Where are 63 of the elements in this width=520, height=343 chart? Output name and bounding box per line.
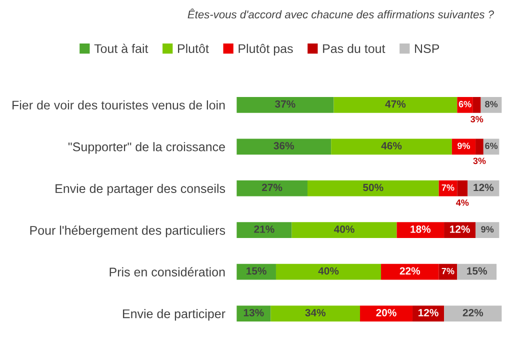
data-label: 18% [410,226,431,233]
data-label: 36% [274,142,294,150]
bar [457,180,468,196]
data-label: 37% [274,100,296,108]
data-label: 22% [400,267,420,275]
bar [457,264,497,280]
bar [476,222,500,238]
y-tick-label: Pris en considération [110,267,225,276]
data-label: 12% [474,184,494,192]
bar [236,264,276,280]
legend-label: Plutôt [178,44,209,54]
data-label: 27% [262,184,282,192]
data-label: 46% [381,142,402,150]
data-label: 40% [334,226,354,233]
data-label: 12% [418,308,438,316]
data-label: 20% [376,308,396,316]
data-label: 3% [470,116,484,122]
bar [381,264,439,280]
data-label: 34% [305,308,326,316]
data-label: 50% [363,184,384,192]
y-tick-label: Envie de participer [122,309,226,321]
bar [476,138,484,155]
y-tick-label: "Supporter" de la croissance [68,142,225,154]
y-tick-label: Pour l'hébergement des particuliers [30,225,226,238]
data-label: 12% [450,226,470,233]
bar [236,180,308,196]
data-label: 3% [473,158,486,164]
bar [292,222,397,238]
bar [236,222,292,238]
bar [270,306,360,322]
bar [331,138,452,155]
legend-label: Pas du tout [323,44,386,54]
data-label: 4% [456,199,469,206]
data-label: 15% [246,267,266,275]
legend-label: NSP [415,44,440,54]
bar [444,306,502,322]
data-label: 15% [467,267,488,275]
data-label: 6% [458,100,472,108]
bar [360,306,413,322]
bar [472,96,481,113]
data-label: 9% [481,226,494,233]
legend-label: Plutôt pas [238,44,293,56]
y-tick-label: Fier de voir des touristes venus de loin [12,100,225,110]
data-label: 8% [485,100,498,108]
bar [452,138,476,155]
bar [236,96,334,113]
bar [276,264,382,280]
bar [334,96,458,113]
data-label: 7% [442,268,454,274]
legend-label: Tout à fait [94,44,148,54]
data-label: 40% [318,267,339,275]
data-label: 6% [485,142,498,150]
bar [396,222,444,238]
data-label: 7% [442,184,454,191]
bar [307,180,439,196]
y-tick-label: Envie de partager des conseils [56,184,226,196]
data-label: 22% [462,308,484,316]
data-label: 9% [458,142,470,150]
data-label: 13% [244,308,264,316]
chart-title: Êtes-vous d'accord avec chacune des affirmations suivantes ? [188,8,494,18]
data-label: 21% [254,226,274,233]
data-label: 47% [385,100,406,108]
bar [236,138,332,155]
